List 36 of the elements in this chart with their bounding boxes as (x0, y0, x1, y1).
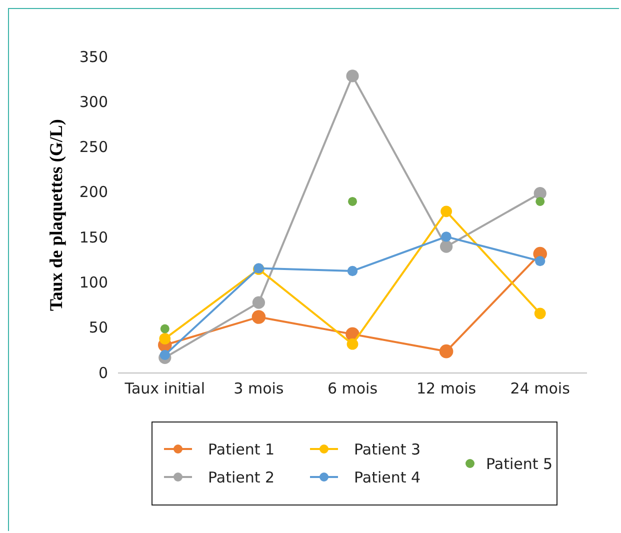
point (441, 232, 452, 242)
point (534, 308, 546, 320)
point (440, 206, 452, 218)
y-axis-title: Taux de plaquettes (G/L) (46, 119, 66, 311)
y-tick-label: 50 (88, 318, 108, 337)
point (346, 338, 358, 350)
point (439, 344, 454, 358)
legend-label: Patient 4 (354, 468, 421, 486)
legend-label: Patient 1 (208, 440, 275, 458)
legend-label: Patient 2 (208, 468, 275, 486)
y-tick-label: 350 (79, 48, 108, 66)
point (252, 296, 265, 309)
y-tick-label: 0 (98, 364, 108, 382)
x-tick-label: 6 mois (327, 380, 378, 398)
y-tick-label: 250 (79, 138, 108, 156)
point (346, 70, 359, 82)
x-tick-label: 12 mois (416, 380, 476, 398)
point (252, 310, 266, 324)
point (536, 196, 545, 206)
y-tick-label: 150 (79, 228, 108, 246)
point (534, 187, 546, 200)
x-tick-label: 3 mois (234, 380, 284, 398)
y-tick-label: 300 (79, 92, 108, 111)
legend-label: Patient 3 (354, 440, 421, 458)
point (348, 196, 357, 206)
point (440, 240, 453, 253)
y-tick-label: 100 (79, 274, 108, 292)
y-tick-label: 200 (79, 183, 108, 202)
point (535, 256, 546, 266)
point (160, 324, 170, 334)
x-tick-label: Taux initial (124, 380, 206, 398)
point (160, 350, 170, 360)
x-tick-label: 24 mois (510, 380, 570, 398)
point (347, 266, 358, 276)
point (159, 332, 171, 344)
legend-label: Patient 5 (486, 454, 553, 473)
